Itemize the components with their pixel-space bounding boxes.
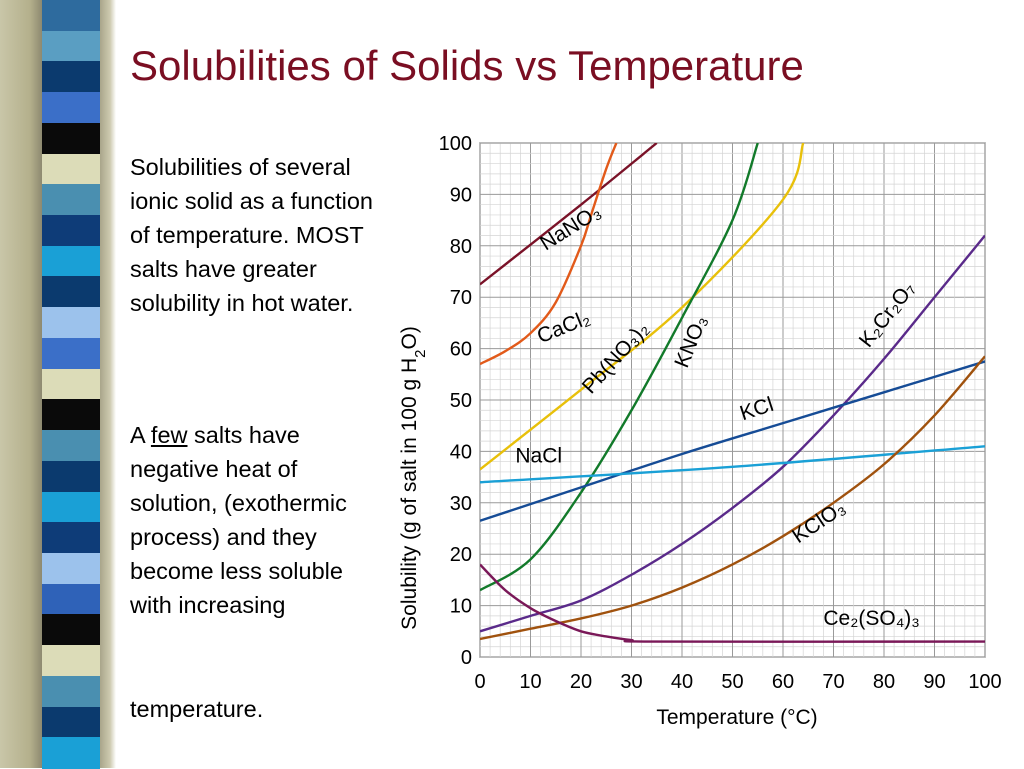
series-line-kcl	[480, 360, 985, 522]
stripe-block	[42, 552, 100, 585]
stripe-block	[42, 215, 100, 247]
solubility-chart: 0 10 20 30 40 50 60 70 80 90 100 0 10 20 30 40 50 60 70 80…	[398, 133, 1002, 729]
stripe-color-blocks	[42, 0, 100, 769]
slide-title: Solubilities of Solids vs Temperature	[130, 42, 804, 89]
stripe-block	[42, 276, 100, 309]
decorative-stripe	[0, 0, 120, 769]
series-line-nano3	[480, 143, 658, 286]
y-tick-label: 20	[450, 544, 472, 566]
series-line-ce2-so4-3	[480, 563, 985, 643]
stripe-block	[42, 184, 100, 217]
y-tick-label: 80	[450, 236, 472, 258]
stripe-block	[42, 614, 100, 647]
y-tick-label: 90	[450, 184, 472, 206]
stripe-block	[42, 61, 100, 94]
y-tick-label: 30	[450, 493, 472, 515]
stripe-block	[42, 30, 100, 63]
chart-grid	[479, 142, 986, 658]
y-tick-label: 50	[450, 390, 472, 412]
chart-curves	[480, 143, 985, 643]
stripe-block	[42, 368, 100, 401]
stripe-block	[42, 583, 100, 616]
stripe-block	[42, 153, 100, 186]
series-label: Ce₂(SO₄)₃	[823, 607, 919, 630]
stripe-block	[42, 92, 100, 124]
stripe-block	[42, 460, 100, 493]
series-label: NaCl	[515, 445, 562, 468]
x-tick-label: 100	[968, 671, 1001, 693]
para2-underlined-word: few	[150, 422, 188, 448]
stripe-block	[42, 307, 100, 339]
stripe-left-band	[0, 0, 42, 768]
stripe-right-band	[100, 0, 116, 768]
series-line-k2cr2o7	[480, 234, 985, 633]
y-tick-label: 100	[439, 133, 472, 155]
series-line-pb-no3-2	[480, 143, 805, 471]
series-line-cacl2	[480, 143, 618, 366]
stripe-block	[42, 122, 100, 155]
stripe-block	[42, 399, 100, 432]
stripe-block	[42, 675, 100, 708]
stripe-block	[42, 522, 100, 554]
series-line-nacl	[480, 445, 985, 484]
para2-last-line: temperature.	[130, 696, 264, 722]
stripe-block	[42, 706, 100, 739]
x-tick-labels: 0 10 20 30 40 50 60 70 80 90 100	[474, 671, 1001, 693]
y-tick-labels: 0 10 20 30 40 50 60 70 80 90 100	[439, 133, 472, 669]
y-tick-label: 10	[450, 596, 472, 618]
stripe-block	[42, 245, 100, 278]
stripe-block	[42, 645, 100, 677]
x-tick-label: 20	[570, 671, 592, 693]
x-tick-label: 70	[822, 671, 844, 693]
body-paragraph-1: Solubilities of several ionic solid as a…	[130, 154, 373, 316]
x-tick-label: 30	[620, 671, 642, 693]
x-tick-label: 90	[923, 671, 945, 693]
y-tick-label: 70	[450, 287, 472, 309]
y-tick-label: 40	[450, 441, 472, 463]
x-axis-label: Temperature (°C)	[656, 706, 817, 729]
x-tick-label: 50	[721, 671, 743, 693]
body-paragraph-2: A few salts have negative heat of soluti…	[130, 418, 390, 622]
series-line-kclo3	[480, 355, 985, 641]
x-tick-label: 60	[772, 671, 794, 693]
x-tick-label: 10	[519, 671, 541, 693]
y-tick-label: 60	[450, 339, 472, 361]
para2-rest: salts have negative heat of solution, (e…	[130, 422, 347, 618]
stripe-block	[42, 430, 100, 462]
para2-prefix: A	[130, 422, 145, 448]
stripe-block	[42, 337, 100, 370]
stripe-block	[42, 737, 100, 769]
stripe-block	[42, 491, 100, 524]
series-line-kno3	[480, 143, 759, 592]
y-tick-label: 0	[461, 647, 472, 669]
x-tick-label: 0	[474, 671, 485, 693]
x-tick-label: 80	[873, 671, 895, 693]
y-axis-label: Solubility (g of salt in 100 g H2O)	[398, 326, 429, 630]
stripe-block	[42, 0, 100, 32]
x-tick-label: 40	[671, 671, 693, 693]
